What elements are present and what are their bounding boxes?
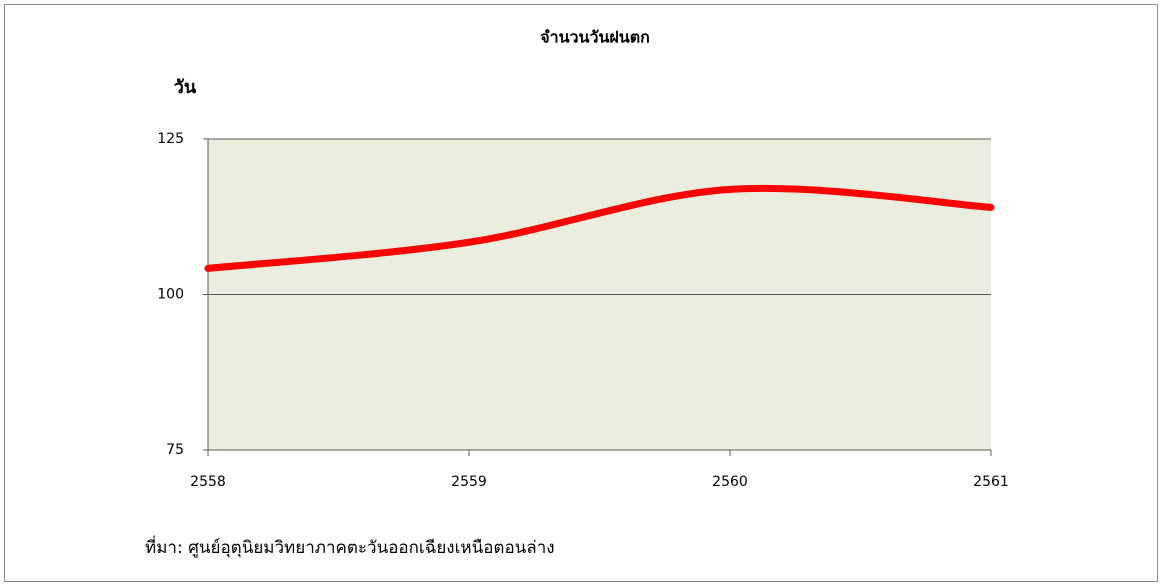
x-tick-label: 2560 xyxy=(712,474,748,490)
line xyxy=(204,184,995,272)
y-axis-label: วัน xyxy=(174,77,197,98)
chart-title: จำนวนวันฝนตก xyxy=(540,28,650,47)
x-tick-label: 2559 xyxy=(451,474,487,490)
y-tick-label: 100 xyxy=(157,287,184,303)
x-tick-label: 2558 xyxy=(190,474,226,490)
y-tick-label: 75 xyxy=(166,442,184,458)
x-tick-label: 2561 xyxy=(973,474,1009,490)
y-tick-label: 125 xyxy=(157,131,184,147)
source-note: ที่มา: ศูนย์อุตุนิยมวิทยาภาคตะวันออกเฉีย… xyxy=(145,535,555,558)
